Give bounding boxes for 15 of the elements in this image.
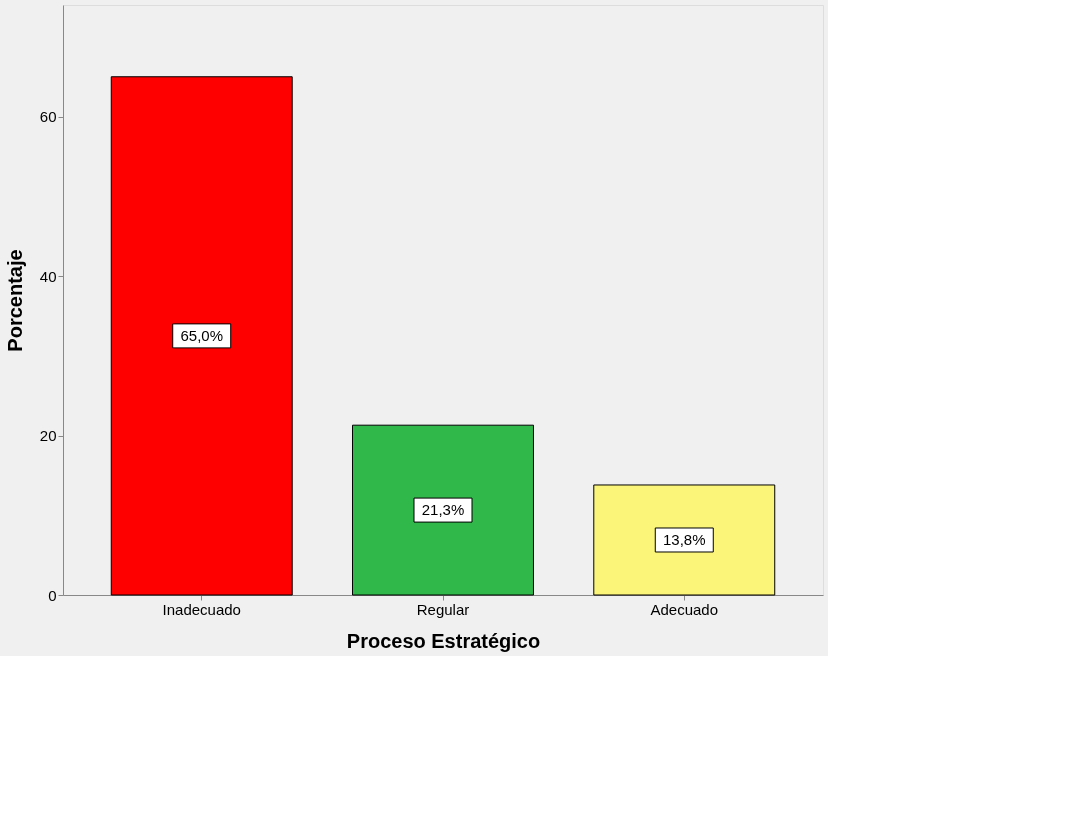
y-tick-label: 0 — [48, 586, 57, 604]
y-axis-title: Porcentaje — [3, 249, 26, 352]
bar — [352, 424, 534, 596]
bar — [593, 484, 776, 596]
x-tick-label: Regular — [416, 600, 470, 618]
x-tick-label: Adecuado — [650, 600, 719, 618]
data-label: 21,3% — [421, 501, 465, 519]
y-tick-label: 40 — [39, 267, 57, 285]
x-tick-label: Inadecuado — [162, 600, 241, 618]
x-axis-title: Proceso Estratégico — [346, 629, 541, 652]
data-label: 13,8% — [663, 530, 706, 548]
bar — [110, 76, 293, 596]
y-tick-label: 20 — [39, 427, 57, 445]
y-tick-label: 60 — [39, 108, 57, 126]
data-label: 65,0% — [180, 326, 223, 344]
